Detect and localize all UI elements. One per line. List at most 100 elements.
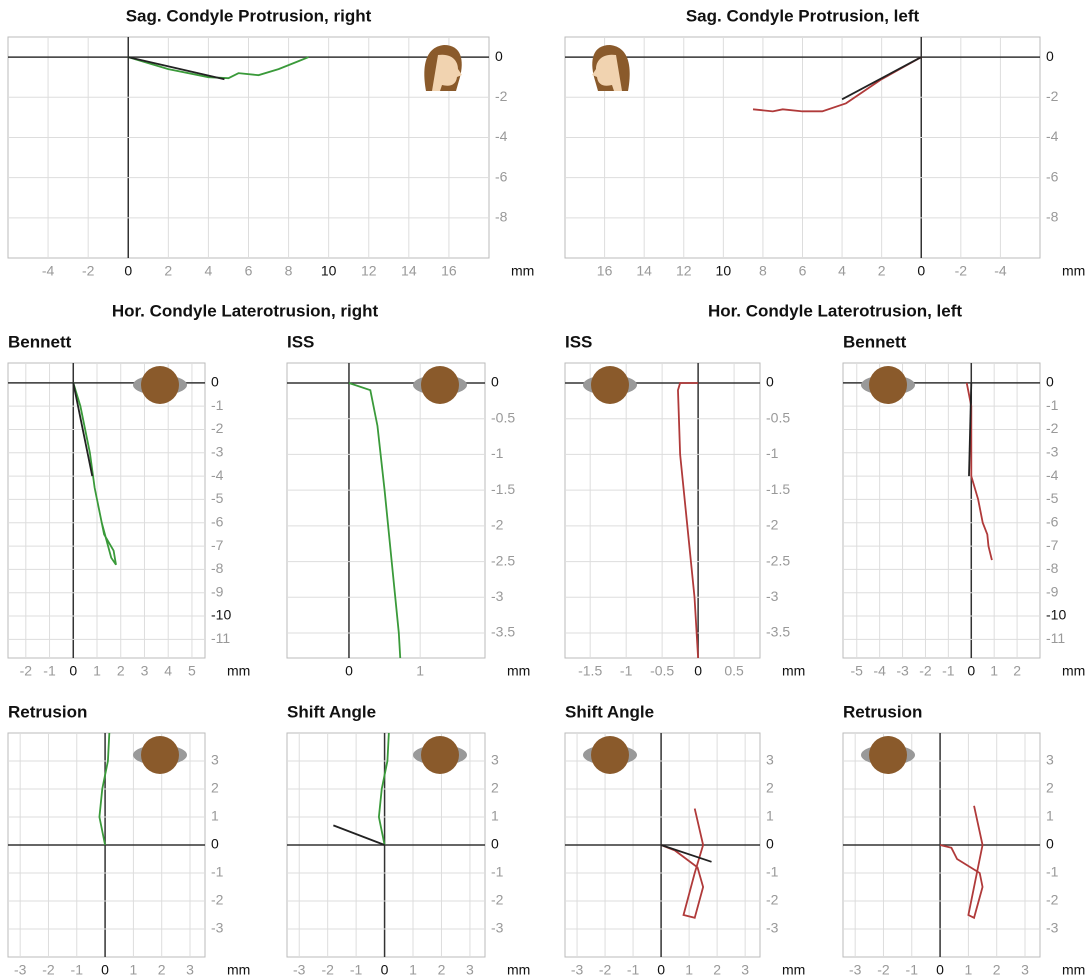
y-tick-label: -11 xyxy=(1046,630,1065,646)
y-tick-label: 0 xyxy=(1046,836,1054,852)
y-tick-label: 3 xyxy=(491,752,499,768)
plot-area xyxy=(7,362,206,659)
trace xyxy=(660,844,712,863)
x-tick-label: -4 xyxy=(873,663,886,679)
x-tick-label: 1 xyxy=(409,962,417,978)
x-axis-label: mm xyxy=(1062,663,1085,679)
scalp xyxy=(141,736,179,774)
x-tick-label: -1 xyxy=(350,962,363,978)
scalp xyxy=(869,736,907,774)
x-tick-label: 0 xyxy=(694,663,702,679)
x-axis-label: mm xyxy=(227,962,250,978)
head-icon xyxy=(583,366,637,404)
y-tick-label: -3.5 xyxy=(491,624,515,640)
y-tick-label: -7 xyxy=(211,537,224,553)
y-tick-label: -2 xyxy=(211,892,224,908)
trace xyxy=(677,382,700,659)
y-tick-label: -8 xyxy=(211,560,224,576)
x-tick-label: 4 xyxy=(164,663,172,679)
trace xyxy=(333,824,385,846)
y-tick-label: -2 xyxy=(495,88,508,104)
x-tick-label: 0 xyxy=(124,263,132,279)
y-tick-label: -1 xyxy=(211,397,224,413)
head-icon xyxy=(424,45,462,92)
y-tick-label: -3 xyxy=(766,920,779,936)
y-tick-label: -3 xyxy=(491,588,504,604)
chart-title: Bennett xyxy=(843,332,907,351)
y-tick-label: -10 xyxy=(1046,607,1066,623)
y-tick-label: -6 xyxy=(495,168,508,184)
x-tick-label: 0 xyxy=(101,962,109,978)
head-icon xyxy=(413,736,467,774)
face xyxy=(592,54,622,92)
y-tick-label: -1 xyxy=(211,864,224,880)
y-tick-label: 2 xyxy=(766,780,774,796)
x-tick-label: 3 xyxy=(186,962,194,978)
x-tick-label: -2 xyxy=(877,962,890,978)
y-tick-label: -3 xyxy=(1046,920,1059,936)
y-tick-label: -3 xyxy=(1046,443,1059,459)
y-tick-label: -8 xyxy=(495,209,508,225)
x-tick-label: 2 xyxy=(878,263,886,279)
x-tick-label: 16 xyxy=(441,263,457,279)
trace xyxy=(72,382,117,566)
y-tick-label: -9 xyxy=(1046,583,1059,599)
x-tick-label: -1 xyxy=(906,962,919,978)
x-tick-label: 16 xyxy=(597,263,613,279)
x-axis-label: mm xyxy=(782,663,805,679)
x-axis-label: mm xyxy=(1062,263,1085,279)
y-tick-label: -2 xyxy=(491,892,504,908)
y-tick-label: -1 xyxy=(491,864,504,880)
x-tick-label: 4 xyxy=(838,263,846,279)
x-tick-label: 3 xyxy=(1021,962,1029,978)
section-title: Hor. Condyle Laterotrusion, left xyxy=(708,301,962,320)
trace xyxy=(841,56,922,101)
y-tick-label: -2 xyxy=(766,517,779,533)
y-tick-label: -3.5 xyxy=(766,624,790,640)
plot-area xyxy=(842,362,1041,659)
trace xyxy=(660,808,705,919)
x-tick-label: 4 xyxy=(205,263,213,279)
chart-title: Shift Angle xyxy=(565,702,654,721)
x-tick-label: 3 xyxy=(741,962,749,978)
x-tick-label: -1 xyxy=(620,663,633,679)
y-tick-label: 0 xyxy=(1046,48,1054,64)
trace xyxy=(377,732,390,846)
x-tick-label: -3 xyxy=(14,962,27,978)
x-tick-label: 2 xyxy=(713,962,721,978)
trace xyxy=(128,56,225,81)
y-tick-label: -2 xyxy=(1046,420,1059,436)
scalp xyxy=(421,736,459,774)
chart-title: Retrusion xyxy=(843,702,922,721)
head-icon xyxy=(133,736,187,774)
x-tick-label: -1 xyxy=(627,962,640,978)
x-axis-label: mm xyxy=(507,962,530,978)
x-tick-label: 1 xyxy=(990,663,998,679)
x-tick-label: -3 xyxy=(849,962,862,978)
head-icon xyxy=(592,45,630,92)
x-tick-label: -2 xyxy=(599,962,612,978)
x-tick-label: -2 xyxy=(42,962,55,978)
y-tick-label: -4 xyxy=(1046,128,1059,144)
chart-title: Retrusion xyxy=(8,702,87,721)
y-tick-label: -1 xyxy=(491,445,504,461)
y-tick-label: -7 xyxy=(1046,537,1059,553)
trace xyxy=(939,805,984,920)
x-tick-label: -3 xyxy=(571,962,584,978)
y-tick-label: -1 xyxy=(766,445,779,461)
x-tick-label: 2 xyxy=(164,263,172,279)
head-icon xyxy=(861,736,915,774)
x-tick-label: 0 xyxy=(345,663,353,679)
x-tick-label: 2 xyxy=(438,962,446,978)
y-tick-label: -0.5 xyxy=(491,409,515,425)
y-tick-label: 3 xyxy=(1046,752,1054,768)
x-tick-label: -2 xyxy=(20,663,33,679)
x-tick-label: -5 xyxy=(851,663,864,679)
y-tick-label: -1 xyxy=(1046,397,1059,413)
chart-title: ISS xyxy=(565,332,592,351)
chart-title: ISS xyxy=(287,332,314,351)
y-tick-label: -3 xyxy=(491,920,504,936)
y-tick-label: -10 xyxy=(211,607,231,623)
x-tick-label: 0 xyxy=(657,962,665,978)
